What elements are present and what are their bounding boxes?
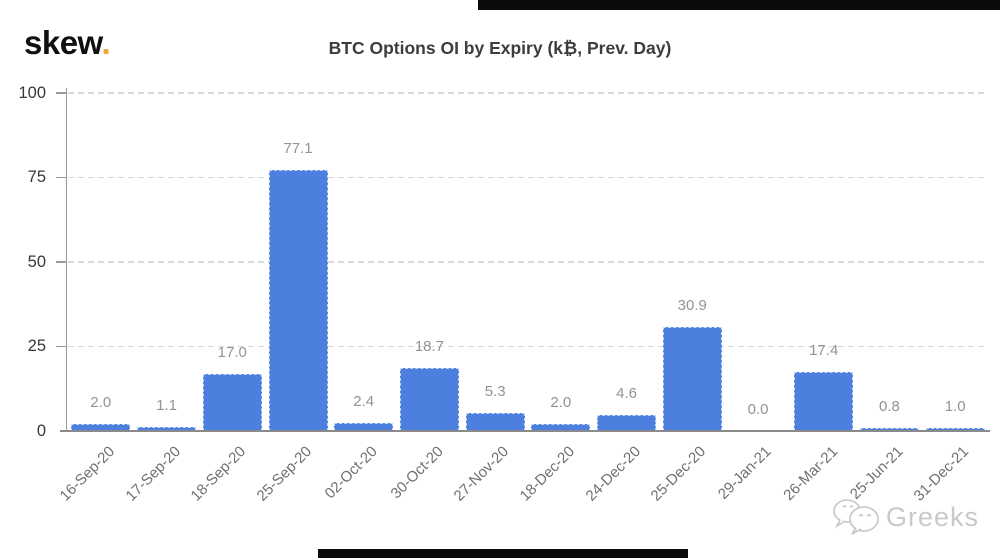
y-axis-tick xyxy=(56,176,66,178)
bar-value-label: 1.0 xyxy=(944,398,966,415)
y-tick-label: 0 xyxy=(36,421,46,440)
y-axis-tick xyxy=(56,345,66,347)
bar-value-label: 5.3 xyxy=(484,383,506,400)
watermark: Greeks xyxy=(830,494,1000,544)
skew-logo-dot: . xyxy=(101,24,111,61)
bar-value-label: 2.4 xyxy=(353,393,375,410)
bar xyxy=(202,374,262,431)
x-axis-label: 30-Oct-20 xyxy=(387,443,447,503)
bar-value-label: 18.7 xyxy=(414,338,445,355)
x-axis-label: 18-Dec-20 xyxy=(516,443,578,505)
bottom-dark-strip xyxy=(318,549,688,558)
x-axis-label: 24-Dec-20 xyxy=(582,443,644,505)
y-tick-label: 50 xyxy=(27,252,46,271)
bar-value-label: 2.0 xyxy=(90,394,112,411)
bar-value-label: 0.0 xyxy=(747,401,769,418)
wechat-bubbles-icon xyxy=(833,499,879,535)
bar xyxy=(794,372,854,431)
bar-value-label: 17.0 xyxy=(217,344,247,361)
bar xyxy=(597,415,657,431)
watermark-label: Greeks xyxy=(886,502,980,532)
bar xyxy=(399,368,459,431)
bar xyxy=(465,413,525,431)
y-tick-label: 75 xyxy=(27,168,46,186)
y-tick-label: 100 xyxy=(18,83,46,102)
skew-logo: skew. xyxy=(24,24,111,62)
x-axis-line xyxy=(60,430,990,432)
bar-value-label: 77.1 xyxy=(283,140,313,157)
x-axis-label: 02-Oct-20 xyxy=(321,443,381,503)
gridline xyxy=(68,261,988,263)
x-axis-label: 27-Nov-20 xyxy=(450,443,513,505)
top-dark-strip xyxy=(478,0,1000,10)
bar-value-label: 30.9 xyxy=(677,297,707,314)
bar-value-label: 17.4 xyxy=(809,342,839,359)
x-axis-label: 25-Dec-20 xyxy=(647,443,710,505)
bar-value-label: 1.1 xyxy=(156,397,177,414)
bar-value-label: 0.8 xyxy=(878,398,900,415)
x-axis-label: 25-Sep-20 xyxy=(253,443,316,505)
bar-value-label: 4.6 xyxy=(616,385,637,402)
x-axis-label: 16-Sep-20 xyxy=(56,443,118,505)
y-axis-line xyxy=(66,88,67,431)
bar xyxy=(268,170,328,431)
y-axis-tick xyxy=(56,92,66,94)
x-axis-label: 17-Sep-20 xyxy=(122,443,184,505)
gridline xyxy=(68,176,988,178)
y-axis-tick xyxy=(56,261,66,263)
x-axis-label: 29-Jan-21 xyxy=(715,443,776,503)
gridline xyxy=(68,345,988,347)
bar-value-label: 2.0 xyxy=(550,394,572,411)
chart-title: BTC Options OI by Expiry (k₿, Prev. Day) xyxy=(328,38,672,58)
gridline xyxy=(68,92,988,94)
y-tick-label: 25 xyxy=(27,337,46,355)
bar xyxy=(662,327,722,431)
skew-logo-text: skew xyxy=(24,24,102,61)
x-axis-label: 18-Sep-20 xyxy=(187,443,250,505)
